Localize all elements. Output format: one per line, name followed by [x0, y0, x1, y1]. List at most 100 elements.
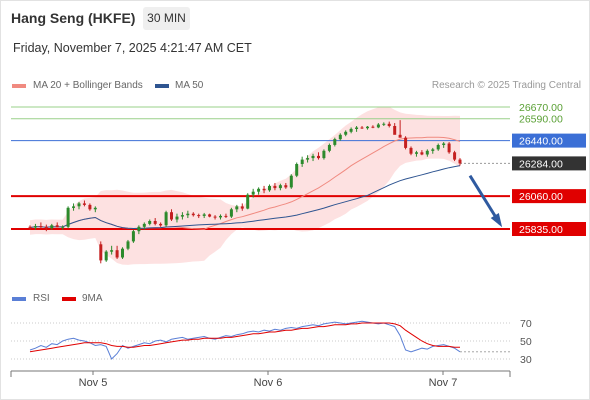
candle-body — [110, 250, 114, 252]
candle-body — [387, 123, 391, 126]
candle-body — [393, 126, 397, 135]
level-label-0: 26670.00 — [519, 102, 563, 114]
candle-body — [398, 134, 402, 138]
candle-body — [453, 152, 457, 160]
candle-body — [229, 209, 233, 217]
candle-body — [28, 226, 32, 228]
credit-label: Research © 2025 Trading Central — [431, 80, 581, 91]
candle-body — [88, 204, 92, 210]
candle-body — [202, 214, 206, 216]
candle-body — [104, 251, 108, 261]
candle-body — [148, 221, 152, 224]
level-tag-4 — [512, 189, 586, 204]
timeframe-button[interactable]: 30 MIN — [143, 7, 190, 30]
candle-body — [137, 226, 141, 232]
candle-body — [382, 123, 386, 125]
candle-body — [344, 131, 348, 135]
level-tag-5 — [512, 222, 586, 236]
candle-body — [300, 159, 304, 164]
level-label-1: 26590.00 — [519, 114, 563, 126]
rsi-series-0 — [29, 320, 461, 360]
candle-body — [458, 159, 462, 164]
candle-body — [131, 231, 135, 242]
candle-body — [404, 137, 408, 148]
candle-body — [322, 150, 326, 159]
candle-body — [240, 206, 244, 209]
candle-body — [33, 226, 37, 228]
level-label-4: 26060.00 — [519, 191, 563, 203]
ma50-line — [29, 165, 461, 230]
x-tick-label: Nov 6 — [254, 377, 283, 389]
candle-body — [93, 207, 97, 210]
candle-body — [317, 155, 320, 159]
candle-body — [338, 134, 342, 140]
candle-body — [409, 147, 413, 154]
candle-body — [246, 194, 250, 209]
candle-body — [278, 185, 282, 189]
candle-body — [442, 143, 446, 145]
candle-body — [153, 221, 157, 224]
ma9-legend: 9MA — [82, 293, 103, 304]
candle-body — [431, 149, 435, 151]
candle-body — [121, 248, 124, 258]
candle-body — [284, 185, 288, 188]
candle-body — [415, 152, 418, 154]
candle-body — [170, 212, 173, 220]
candle-body — [39, 226, 43, 228]
candle-body — [164, 212, 168, 226]
level-label-2: 26440.00 — [519, 136, 563, 148]
instrument-title: Hang Seng (HKFE) — [11, 10, 136, 26]
candle-body — [55, 225, 59, 228]
candle-body — [197, 215, 201, 217]
candle-body — [251, 191, 255, 195]
candle-body — [77, 203, 81, 207]
candle-body — [447, 143, 451, 153]
candle-body — [349, 128, 353, 132]
rsi-legend: RSI — [33, 293, 50, 304]
candle-body — [191, 213, 195, 216]
bollinger-band — [30, 106, 460, 265]
candle-body — [213, 216, 217, 218]
candle-body — [376, 124, 380, 128]
x-tick-label: Nov 7 — [429, 377, 458, 389]
rsi-tick-label: 30 — [520, 354, 532, 366]
candle-body — [425, 150, 429, 155]
rsi-swatch — [12, 297, 26, 301]
candle-body — [289, 175, 293, 188]
ma9-swatch — [62, 297, 76, 301]
datetime-label: Friday, November 7, 2025 4:21:47 AM CET — [13, 41, 252, 55]
level-label-5: 25835.00 — [519, 224, 563, 236]
candle-body — [66, 207, 70, 227]
candle-body — [180, 215, 184, 217]
candle-body — [360, 127, 364, 129]
candle-body — [126, 241, 130, 249]
rsi-tick-label: 70 — [520, 318, 532, 330]
candle-body — [295, 164, 299, 176]
candle-body — [61, 226, 65, 228]
candle-body — [371, 126, 375, 128]
candle-body — [72, 206, 75, 208]
candle-body — [208, 214, 212, 217]
candle-body — [159, 223, 163, 226]
candle-body — [224, 215, 228, 217]
ma20-swatch — [12, 84, 26, 88]
candle-body — [257, 188, 261, 192]
forecast-arrow-head — [490, 212, 503, 228]
candle-body — [333, 139, 337, 145]
ma20-legend: MA 20 + Bollinger Bands — [33, 80, 143, 91]
candle-body — [436, 145, 440, 150]
candle-body — [44, 226, 48, 229]
candle-body — [273, 185, 277, 189]
candle-body — [115, 250, 119, 258]
rsi-tick-label: 50 — [520, 336, 532, 348]
candle-body — [186, 213, 190, 216]
level-tag-3 — [512, 156, 586, 171]
candle-body — [306, 158, 310, 160]
candle-body — [235, 206, 239, 210]
candle-body — [99, 244, 103, 261]
ma50-swatch — [155, 84, 169, 88]
candle-body — [366, 126, 369, 129]
candle-body — [311, 155, 315, 159]
candle-body — [50, 225, 54, 229]
